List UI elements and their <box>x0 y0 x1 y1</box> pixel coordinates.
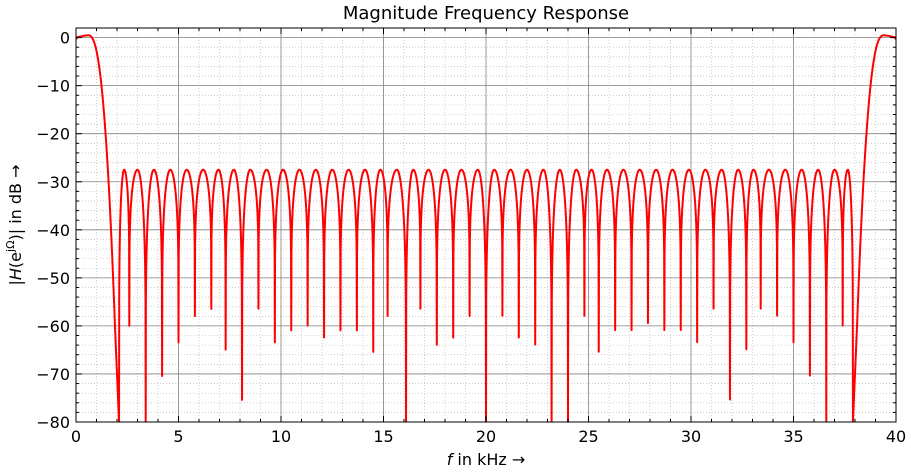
y-tick-label: −30 <box>36 173 70 192</box>
y-tick-label: −40 <box>36 221 70 240</box>
y-tick-label: −20 <box>36 125 70 144</box>
y-axis-label: |H(ejΩ)| in dB → <box>4 165 25 286</box>
x-tick-label: 25 <box>578 427 598 446</box>
y-tick-label: −80 <box>36 413 70 432</box>
x-tick-label: 20 <box>476 427 496 446</box>
y-tick-label: 0 <box>60 29 70 48</box>
y-tick-label: −70 <box>36 365 70 384</box>
y-axis-label-sup: jΩ <box>4 241 17 253</box>
y-tick-label: −60 <box>36 317 70 336</box>
chart-title: Magnitude Frequency Response <box>343 3 629 24</box>
x-axis-label-italic: f <box>447 450 455 469</box>
x-tick-label: 35 <box>783 427 803 446</box>
y-tick-label: −50 <box>36 269 70 288</box>
y-tick-label: −10 <box>36 77 70 96</box>
y-axis-label-mid: (e <box>6 252 25 268</box>
y-axis-label-pre: | <box>6 280 25 285</box>
tick-labels: 0 5 10 15 20 25 30 35 40 0 −10 −20 −30 −40 −50 −60 −70 −8… <box>36 29 906 446</box>
x-tick-label: 5 <box>173 427 183 446</box>
x-axis-label: f in kHz → <box>447 450 526 469</box>
x-tick-label: 40 <box>886 427 906 446</box>
x-tick-label: 30 <box>681 427 701 446</box>
y-axis-label-italic: H <box>6 268 25 280</box>
y-axis-label-post: )| in dB → <box>6 165 25 241</box>
x-tick-label: 0 <box>71 427 81 446</box>
axis-ticks <box>75 27 897 423</box>
x-tick-label: 15 <box>373 427 393 446</box>
x-tick-label: 10 <box>271 427 291 446</box>
x-axis-label-rest: in kHz → <box>452 450 525 469</box>
